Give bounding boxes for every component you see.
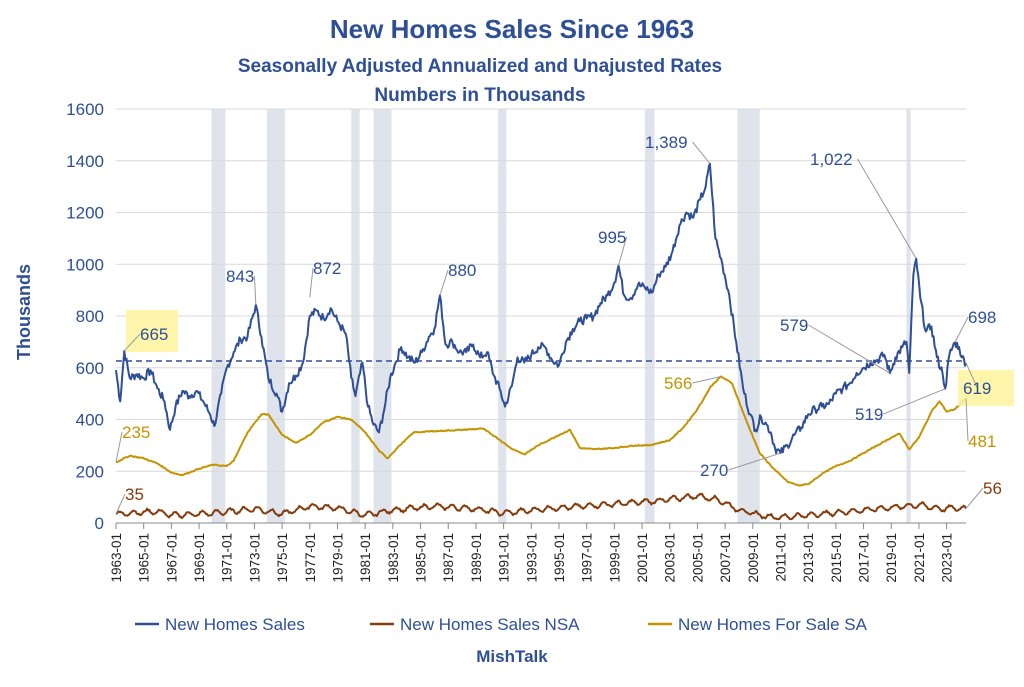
annotation-label: 235 (122, 423, 150, 442)
annotation-leader (309, 267, 314, 298)
annotation-leader (954, 316, 969, 343)
annotation-label: 519 (855, 405, 883, 424)
y-tick-label: 800 (76, 307, 104, 326)
x-tick-label: 2007-01 (718, 533, 733, 583)
legend-label: New Homes Sales NSA (400, 615, 580, 634)
x-tick-label: 1985-01 (414, 533, 429, 583)
x-tick-label: 1967-01 (164, 533, 179, 583)
x-tick-label: 2015-01 (829, 533, 844, 583)
y-tick-label: 600 (76, 359, 104, 378)
chart-subtitle-1: Seasonally Adjusted Annualized and Unaju… (238, 56, 722, 77)
annotation-leader (857, 158, 917, 259)
x-tick-label: 1989-01 (469, 533, 484, 583)
annotation-highlight (958, 370, 1014, 406)
y-axis-label: Thousands (14, 264, 34, 360)
annotation-leader (115, 431, 123, 463)
annotation-label: 619 (963, 379, 991, 398)
x-tick-label: 1981-01 (358, 533, 373, 583)
annotation-label: 872 (313, 259, 341, 278)
footer-credit: MishTalk (476, 647, 548, 666)
y-tick-label: 1400 (66, 152, 104, 171)
annotation-label: 566 (664, 374, 692, 393)
chart-subtitle-2: Numbers in Thousands (374, 85, 585, 106)
x-tick-label: 2017-01 (857, 533, 872, 583)
annotation-label: 481 (968, 432, 996, 451)
annotation-leader (728, 452, 781, 471)
annotation-leader (808, 324, 891, 374)
annotation-leader (254, 275, 257, 305)
x-tick-label: 1971-01 (220, 533, 235, 583)
x-tick-label: 2009-01 (746, 533, 761, 583)
annotation-label: 843 (226, 267, 254, 286)
x-tick-label: 1999-01 (607, 533, 622, 583)
annotation-label: 35 (125, 485, 144, 504)
annotation-label: 880 (448, 261, 476, 280)
annotation-leader (123, 333, 141, 352)
x-tick-label: 2021-01 (912, 533, 927, 583)
y-tick-label: 400 (76, 411, 104, 430)
annotation-label: 995 (598, 228, 626, 247)
annotation-leader (618, 236, 627, 266)
annotation-label: 56 (983, 479, 1002, 498)
x-tick-label: 1991-01 (497, 533, 512, 583)
x-tick-label: 1995-01 (552, 533, 567, 583)
y-tick-label: 200 (76, 462, 104, 481)
y-tick-label: 1600 (66, 100, 104, 119)
annotation-leader (439, 269, 449, 296)
x-tick-label: 1977-01 (303, 533, 318, 583)
annotation-leader (965, 487, 984, 509)
x-tick-label: 1963-01 (109, 533, 124, 583)
x-tick-label: 2013-01 (801, 533, 816, 583)
series-line (115, 162, 967, 455)
annotation-leader (965, 362, 978, 389)
annotation-leader (692, 141, 711, 164)
annotation-label: 1,022 (810, 150, 853, 169)
x-tick-label: 1993-01 (524, 533, 539, 583)
legend-label: New Homes Sales (165, 615, 305, 634)
series-line (115, 492, 967, 521)
y-tick-label: 0 (95, 514, 104, 533)
annotation-label: 579 (780, 316, 808, 335)
x-tick-label: 1965-01 (137, 533, 152, 583)
annotation-label: 270 (700, 461, 728, 480)
annotation-highlight (126, 310, 178, 352)
x-tick-label: 1983-01 (386, 533, 401, 583)
annotation-label: 698 (968, 308, 996, 327)
x-tick-label: 2019-01 (884, 533, 899, 583)
y-tick-label: 1200 (66, 204, 104, 223)
x-tick-label: 1987-01 (441, 533, 456, 583)
annotation-leader (692, 376, 722, 384)
series-line (115, 375, 967, 487)
x-tick-label: 1975-01 (275, 533, 290, 583)
annotation-label: 1,389 (645, 133, 688, 152)
x-tick-label: 2003-01 (663, 533, 678, 583)
x-tick-label: 1969-01 (192, 533, 207, 583)
x-tick-label: 2011-01 (773, 533, 788, 582)
x-tick-label: 1997-01 (580, 533, 595, 583)
annotation-leader (115, 493, 126, 515)
annotation-leader (965, 398, 969, 442)
y-tick-label: 1000 (66, 255, 104, 274)
x-tick-label: 1973-01 (247, 533, 262, 583)
x-tick-label: 2005-01 (690, 533, 705, 583)
x-tick-label: 1979-01 (330, 533, 345, 583)
annotation-leader (883, 388, 946, 415)
chart-title: New Homes Sales Since 1963 (330, 14, 694, 44)
legend-label: New Homes For Sale SA (678, 615, 868, 634)
x-tick-label: 2023-01 (940, 533, 955, 583)
annotation-label: 665 (140, 325, 168, 344)
x-tick-label: 2001-01 (635, 533, 650, 583)
